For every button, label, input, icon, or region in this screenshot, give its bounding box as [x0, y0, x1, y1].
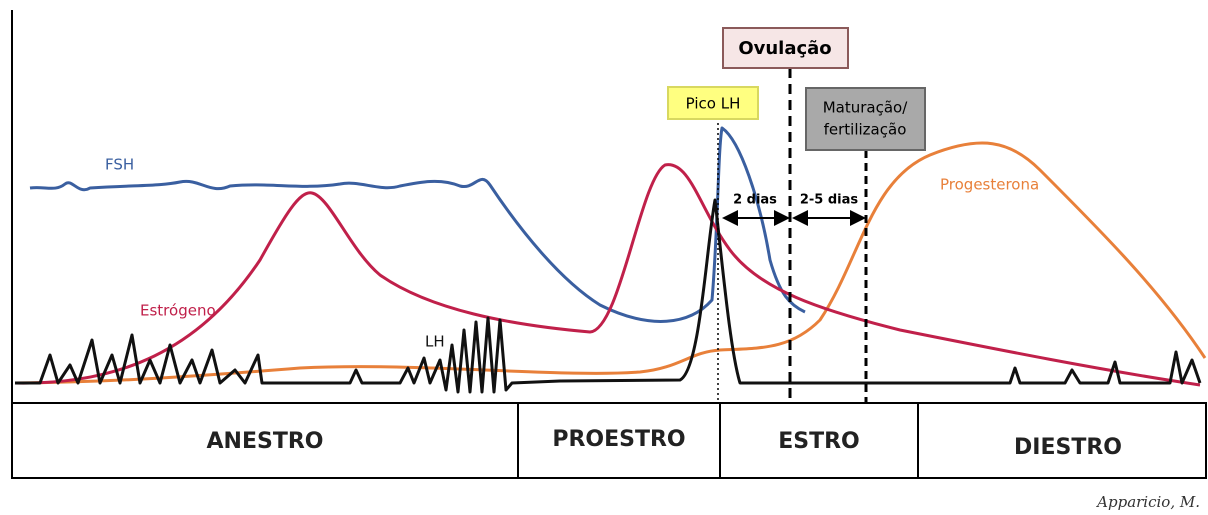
lh-peak-label: Pico LH	[686, 95, 741, 113]
lh-label: LH	[425, 333, 445, 351]
interval-label: 2-5 dias	[800, 193, 859, 208]
phase-label: DIESTRO	[1014, 435, 1122, 460]
maturation-box	[805, 87, 926, 151]
credit: Apparicio, M.	[1095, 493, 1200, 511]
phase-label: ANESTRO	[207, 429, 324, 454]
progesterone-curve	[14, 141, 1207, 385]
fsh-curve	[29, 126, 806, 323]
maturation-label: fertilização	[824, 121, 907, 139]
phase-label: ESTRO	[778, 429, 860, 454]
phase-label: PROESTRO	[552, 427, 685, 452]
interval-label: 2 dias	[733, 193, 777, 208]
lh-peak-box	[667, 86, 759, 120]
lh-curve	[15, 198, 1202, 394]
estrogen-label: Estrógeno	[140, 302, 216, 320]
ovulation-box	[722, 27, 849, 69]
fsh-label: FSH	[105, 156, 134, 174]
maturation-label: Maturação/	[823, 99, 908, 117]
ovulation-label: Ovulação	[738, 38, 831, 59]
progesterone-label: Progesterona	[940, 176, 1039, 194]
estrogen-curve	[14, 163, 1201, 387]
phase-bar	[11, 402, 1207, 479]
